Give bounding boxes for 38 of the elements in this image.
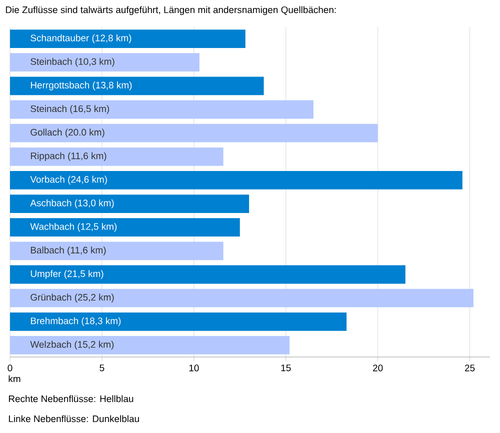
y-tick-label: Umpfer (21,5 km) <box>30 270 104 279</box>
y-tick-label: Aschbach (13,0 km) <box>30 199 114 208</box>
bar <box>10 336 290 354</box>
bar <box>10 147 224 166</box>
y-tick-label: Gollach (20.0 km) <box>30 128 104 138</box>
bar <box>10 100 314 119</box>
bar <box>10 288 474 308</box>
y-tick-label: Herrgottsbach (13,8 km) <box>30 82 132 90</box>
x-tick-label: 15 <box>281 364 291 372</box>
x-tick-label: 10 <box>189 364 199 372</box>
text: Rechte Nebenflüsse: Hellblau <box>8 395 134 402</box>
x-axis-title: km <box>8 375 20 382</box>
bar <box>10 312 347 331</box>
y-tick-label: Grünbach (25,2 km) <box>30 294 114 302</box>
bar <box>10 76 264 96</box>
bar <box>10 265 406 284</box>
bar <box>10 53 200 72</box>
y-tick-label: Wachbach (12,5 km) <box>30 222 117 232</box>
bar <box>10 124 378 142</box>
bar <box>10 242 224 260</box>
y-tick-label: Welzbach (15,2 km) <box>30 340 114 350</box>
bar <box>10 171 462 190</box>
y-tick-label: Steinbach (10,3 km) <box>30 58 114 67</box>
y-tick-label: Brehmbach (18,3 km) <box>30 317 121 326</box>
y-tick-label: Steinach (16,5 km) <box>30 105 110 114</box>
x-tick-label: 20 <box>373 364 383 372</box>
y-tick-label: Balbach (11,6 km) <box>30 246 106 256</box>
chart-title: Die Zuflüsse sind talwärts aufgeführt, Längen mit andersnamigen Quellbächen: <box>6 6 336 16</box>
y-tick-label: Vorbach (24,6 km) <box>30 176 107 185</box>
x-tick-label: 0 <box>8 364 12 372</box>
bar <box>10 30 246 48</box>
text: Linke Nebenflüsse: Dunkelblau <box>8 415 139 422</box>
bar <box>10 218 240 237</box>
y-tick-label: Rippach (11,6 km) <box>30 152 106 162</box>
x-tick-label: 25 <box>464 364 475 372</box>
bar <box>10 194 250 213</box>
x-tick-label: 5 <box>100 364 104 372</box>
y-tick-label: Schandtauber (12,8 km) <box>30 34 132 44</box>
